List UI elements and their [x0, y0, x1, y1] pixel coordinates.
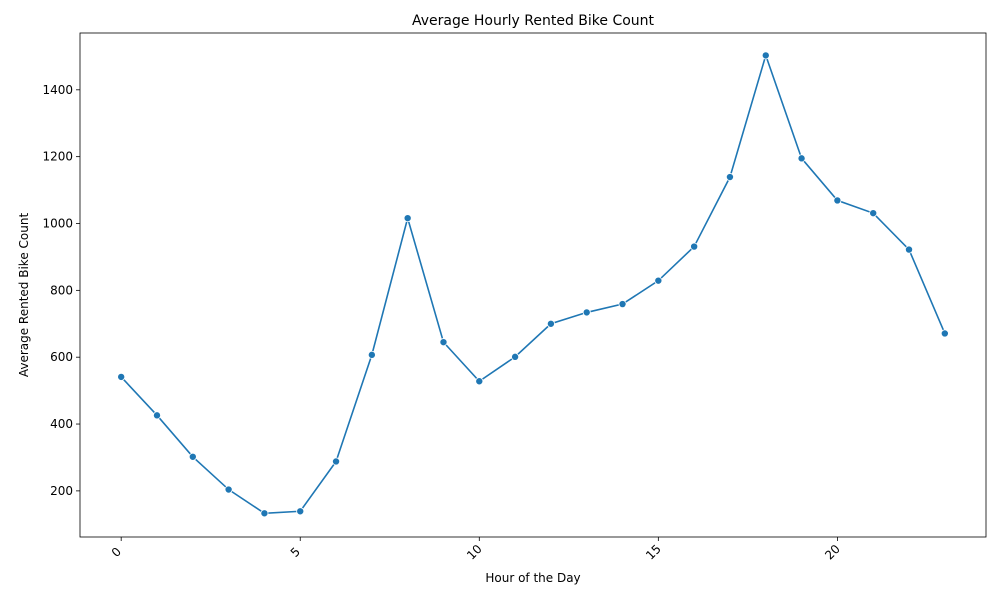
data-point [403, 214, 412, 223]
data-point [618, 300, 627, 309]
y-tick-label: 800 [50, 283, 73, 297]
plot-area [117, 51, 949, 518]
data-point [260, 509, 269, 518]
data-point [833, 196, 842, 205]
data-point [511, 352, 520, 361]
y-tick-label: 1200 [42, 150, 73, 164]
y-axis: 200 400 600 800 1000 1200 1400 [42, 83, 80, 498]
chart-title: Average Hourly Rented Bike Count [412, 13, 655, 29]
data-point [797, 154, 806, 163]
x-tick-label: 0 [109, 545, 124, 560]
y-tick-label: 1400 [42, 83, 73, 97]
data-point [690, 242, 699, 251]
data-point [869, 209, 878, 218]
data-point [367, 350, 376, 359]
data-point [725, 173, 734, 182]
x-tick-label: 20 [822, 542, 843, 563]
data-point [761, 51, 770, 60]
data-point [940, 329, 949, 338]
data-point [224, 485, 233, 494]
y-tick-label: 1000 [42, 217, 73, 231]
data-point [152, 411, 161, 420]
y-tick-label: 400 [50, 417, 73, 431]
data-point [439, 338, 448, 347]
data-point [654, 276, 663, 285]
data-point [332, 457, 341, 466]
x-axis: 0 5 10 15 20 [109, 537, 843, 563]
x-axis-label: Hour of the Day [485, 571, 580, 585]
data-point [546, 319, 555, 328]
plot-frame [79, 32, 987, 538]
x-tick-label: 15 [643, 542, 664, 563]
data-point [905, 245, 914, 254]
data-point [188, 452, 197, 461]
data-point [475, 377, 484, 386]
series-line [120, 52, 946, 515]
y-tick-label: 600 [50, 350, 73, 364]
x-tick-label: 10 [464, 542, 485, 563]
data-point [296, 507, 305, 516]
data-point [117, 372, 126, 381]
x-tick-label: 5 [288, 545, 303, 560]
y-tick-label: 200 [50, 484, 73, 498]
y-axis-label: Average Rented Bike Count [17, 213, 31, 378]
data-point [582, 308, 591, 317]
